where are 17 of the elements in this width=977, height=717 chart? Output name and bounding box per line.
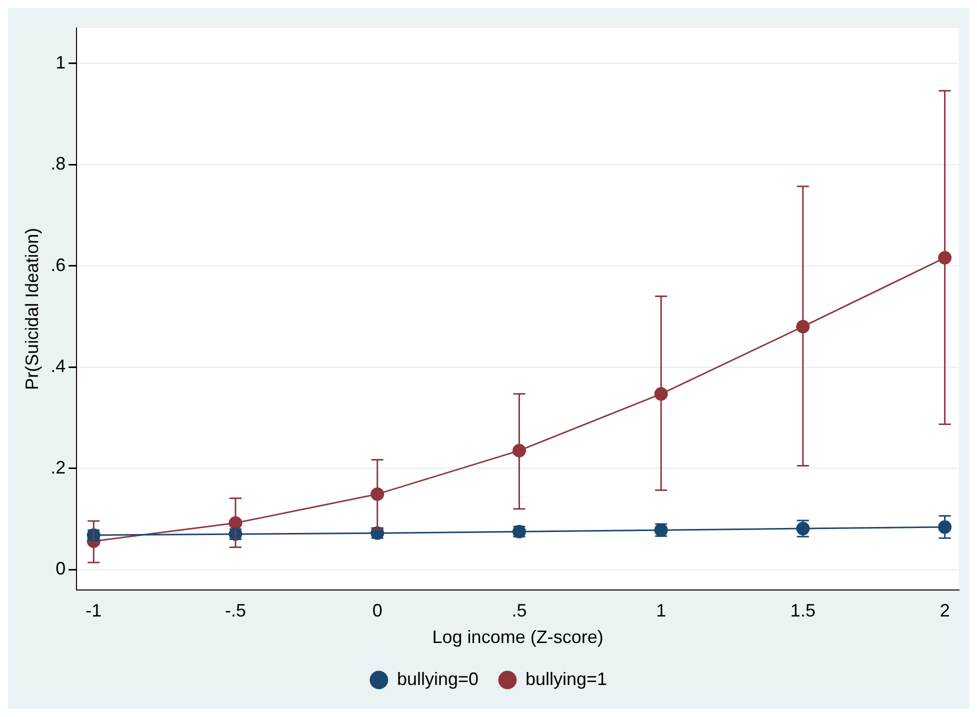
y-tick-label: 0 xyxy=(56,558,66,579)
y-tick-label: 1 xyxy=(56,52,66,72)
y-tick-label: .2 xyxy=(50,457,66,478)
x-tick-label: .5 xyxy=(512,600,527,621)
x-tick-label: -.5 xyxy=(224,600,246,621)
y-axis-title: Pr(Suicidal Ideation) xyxy=(22,228,42,390)
x-tick-label: 0 xyxy=(372,600,382,621)
y-tick-label: .4 xyxy=(50,356,66,376)
legend-label: bullying=0 xyxy=(396,668,478,689)
x-axis-title: Log income (Z-score) xyxy=(432,627,604,648)
x-tick-label: 2 xyxy=(940,600,950,621)
x-tick-label: 1.5 xyxy=(790,600,816,621)
legend-label: bullying=1 xyxy=(526,668,608,689)
y-tick-label: .6 xyxy=(50,254,66,275)
x-tick-label: -1 xyxy=(86,600,102,621)
x-tick-label: 1 xyxy=(656,600,666,621)
y-tick-label: .8 xyxy=(50,154,66,174)
